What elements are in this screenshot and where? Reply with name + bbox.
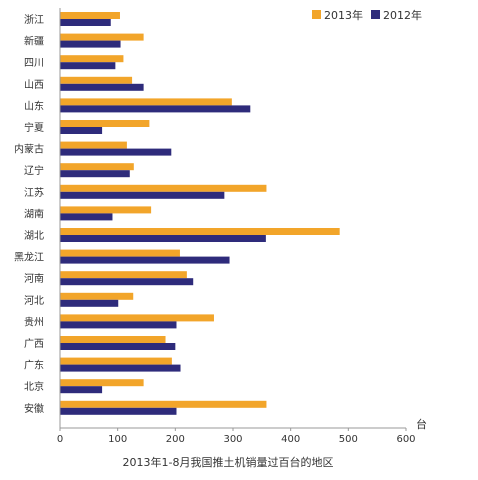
bar-2013-18 bbox=[60, 400, 267, 408]
bar-2013-15 bbox=[60, 336, 166, 343]
category-label: 河北 bbox=[24, 295, 44, 307]
bar-2012-17 bbox=[60, 386, 103, 394]
category-label: 山东 bbox=[24, 99, 44, 112]
bar-2013-5 bbox=[60, 120, 150, 127]
x-tick-label: 0 bbox=[57, 434, 63, 445]
legend-label-2013: 2013年 bbox=[324, 8, 363, 22]
bar-2012-8 bbox=[60, 191, 225, 199]
x-tick-label: 400 bbox=[281, 434, 300, 445]
bar-2013-6 bbox=[60, 141, 127, 149]
category-label: 湖南 bbox=[24, 207, 44, 220]
x-axis-unit-label: 台 bbox=[416, 417, 427, 431]
bar-2012-18 bbox=[60, 407, 177, 415]
x-tick-label: 200 bbox=[166, 434, 185, 445]
bar-2013-16 bbox=[60, 357, 172, 365]
x-tick-label: 300 bbox=[223, 434, 242, 445]
category-label: 北京 bbox=[24, 380, 44, 393]
category-label: 黑龙江 bbox=[14, 251, 44, 264]
bar-2013-1 bbox=[60, 33, 144, 41]
bar-2012-10 bbox=[60, 235, 266, 242]
category-label: 新疆 bbox=[24, 35, 44, 48]
bar-2012-5 bbox=[60, 127, 103, 134]
bar-2012-14 bbox=[60, 321, 177, 329]
bar-2012-16 bbox=[60, 364, 181, 372]
bar-2013-12 bbox=[60, 271, 187, 279]
x-tick-labels: 0 100 200 300 400 500 600 bbox=[57, 428, 416, 445]
bar-2012-11 bbox=[60, 256, 230, 264]
bar-2012-13 bbox=[60, 299, 119, 307]
chart-title: 2013年1-8月我国推土机销量过百台的地区 bbox=[123, 455, 334, 469]
category-label: 贵州 bbox=[24, 315, 44, 328]
bar-2012-1 bbox=[60, 40, 121, 48]
legend-label-2012: 2012年 bbox=[383, 8, 422, 22]
bar-2013-9 bbox=[60, 206, 152, 214]
bar-2013-3 bbox=[60, 76, 133, 84]
bar-2013-11 bbox=[60, 249, 180, 257]
bar-2013-8 bbox=[60, 184, 267, 192]
bar-2013-2 bbox=[60, 55, 124, 63]
bar-2013-13 bbox=[60, 292, 134, 300]
category-label: 江苏 bbox=[24, 186, 44, 199]
bar-2012-6 bbox=[60, 148, 172, 156]
bar-2012-4 bbox=[60, 105, 251, 113]
category-label: 四川 bbox=[24, 58, 44, 69]
category-label: 广西 bbox=[24, 338, 44, 350]
bar-2013-14 bbox=[60, 314, 214, 322]
bar-2012-0 bbox=[60, 19, 111, 26]
bar-2012-9 bbox=[60, 213, 113, 221]
category-label: 安徽 bbox=[24, 402, 44, 415]
bar-2013-10 bbox=[60, 228, 340, 235]
legend-swatch-2012 bbox=[371, 10, 380, 19]
category-label: 山西 bbox=[24, 79, 44, 91]
bar-2013-17 bbox=[60, 379, 144, 387]
category-label: 辽宁 bbox=[24, 164, 44, 177]
bar-2013-0 bbox=[60, 12, 120, 19]
bar-2013-4 bbox=[60, 98, 232, 106]
bar-2013-7 bbox=[60, 163, 134, 171]
category-label: 浙江 bbox=[24, 14, 44, 26]
category-label: 宁夏 bbox=[24, 121, 44, 134]
legend: 2013年 2012年 bbox=[312, 8, 422, 22]
bar-2012-15 bbox=[60, 343, 176, 350]
category-label: 广东 bbox=[24, 359, 44, 372]
category-label: 湖北 bbox=[24, 230, 44, 242]
x-tick-label: 100 bbox=[108, 434, 127, 445]
x-tick-label: 600 bbox=[396, 434, 415, 445]
category-label: 内蒙古 bbox=[14, 143, 44, 156]
bar-2012-7 bbox=[60, 170, 130, 178]
x-tick-label: 500 bbox=[339, 434, 358, 445]
bar-2012-12 bbox=[60, 278, 194, 286]
bars-group bbox=[60, 12, 340, 415]
bar-2012-2 bbox=[60, 62, 116, 70]
category-label: 河南 bbox=[24, 272, 44, 285]
legend-swatch-2013 bbox=[312, 10, 321, 19]
bar-2012-3 bbox=[60, 83, 144, 91]
